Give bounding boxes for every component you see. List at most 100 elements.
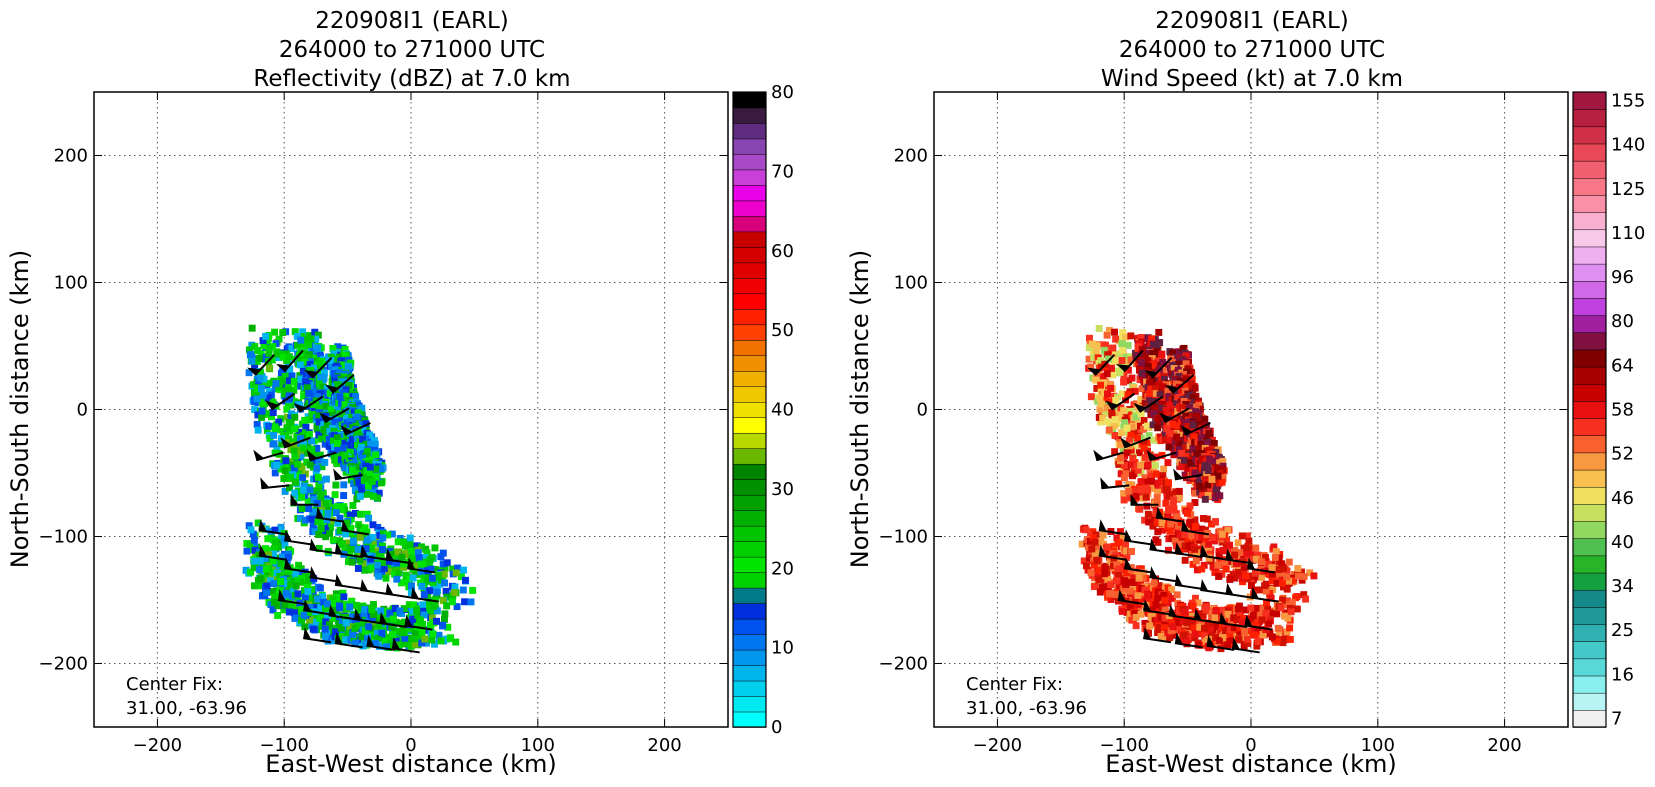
field-cell [300, 367, 307, 375]
field-cell [334, 381, 342, 389]
field-cell [1153, 353, 1161, 361]
colorbar-tick-label: 30 [771, 479, 794, 500]
field-cell [1082, 526, 1090, 534]
field-cell [1218, 530, 1226, 538]
field-cell [308, 586, 316, 593]
field-cell [1151, 365, 1159, 373]
field-cell [400, 538, 407, 546]
field-cell [1127, 356, 1135, 364]
field-cell [1236, 549, 1244, 557]
colorbar-frame [732, 91, 767, 728]
field-cell [1212, 518, 1219, 526]
field-cell [333, 434, 341, 442]
field-cell [429, 630, 437, 638]
field-cell [358, 404, 366, 412]
field-cell [264, 535, 272, 543]
field-cell [1223, 641, 1231, 649]
field-cell [290, 447, 298, 455]
field-cell [256, 575, 264, 583]
field-cell [423, 577, 431, 585]
field-cell [1226, 575, 1234, 583]
field-cell [1280, 583, 1287, 591]
field-cell [270, 431, 278, 439]
field-cell [354, 608, 362, 616]
field-cell [1128, 547, 1136, 555]
field-cell [1144, 510, 1152, 518]
field-cell [367, 555, 375, 563]
field-cell [351, 624, 359, 632]
field-cell [315, 487, 323, 495]
field-cell [1268, 570, 1276, 578]
field-cell [306, 571, 314, 579]
field-cell [1165, 479, 1172, 487]
field-cell [254, 347, 261, 354]
field-cell [259, 403, 267, 411]
field-cell [1144, 357, 1152, 365]
field-cell [336, 527, 344, 534]
field-cell [254, 519, 262, 527]
field-cell [1239, 621, 1247, 629]
field-cell [1277, 604, 1285, 612]
field-cell [291, 453, 299, 461]
field-cell [1105, 326, 1113, 334]
field-cell [349, 541, 357, 549]
field-cell [1306, 569, 1314, 577]
field-cell [275, 418, 283, 426]
wind-barb-flag [303, 627, 312, 640]
field-cell [428, 574, 436, 582]
field-cell [443, 559, 451, 567]
field-cell [1272, 548, 1280, 556]
field-cell [270, 598, 278, 606]
field-cell [315, 531, 323, 539]
field-cell [385, 568, 393, 576]
field-cell [1264, 566, 1272, 574]
field-cell [361, 560, 369, 568]
field-cell [279, 353, 287, 361]
field-cell [359, 528, 367, 536]
field-cell [372, 451, 380, 459]
field-cell [308, 445, 316, 453]
field-cell [1140, 440, 1148, 448]
field-cell [1176, 494, 1184, 502]
field-cell [254, 411, 262, 419]
reflectivity-panel: 220908I1 (EARL) 264000 to 271000 UTC Ref… [6, 8, 794, 778]
field-cell [1129, 472, 1136, 480]
field-cell [1170, 496, 1177, 504]
field-cell [298, 333, 306, 341]
field-cell [1120, 370, 1128, 378]
field-cell [454, 564, 462, 572]
field-cell [307, 609, 315, 617]
field-cell [1236, 624, 1244, 632]
field-cell [320, 426, 328, 433]
field-cell [1182, 443, 1190, 451]
field-cell [363, 490, 371, 498]
field-cell [314, 398, 322, 406]
field-cell [388, 530, 396, 538]
field-cell [345, 363, 352, 371]
field-cell [467, 598, 475, 606]
field-cell [1164, 459, 1172, 467]
colorbar-segment [732, 509, 767, 527]
field-cell [383, 643, 391, 651]
field-cell [374, 634, 382, 642]
field-cell [1155, 582, 1163, 590]
colorbar-tick-label: 0 [771, 717, 782, 738]
field-cell [1164, 584, 1172, 592]
field-cell [1252, 555, 1260, 563]
field-cell [1093, 347, 1100, 355]
field-cell [316, 584, 324, 592]
field-cell [341, 452, 349, 460]
field-cell [259, 391, 267, 399]
field-cell [1164, 387, 1172, 395]
field-cell [1148, 335, 1156, 343]
field-cell [1135, 574, 1143, 582]
field-cell [1261, 553, 1269, 561]
field-cell [275, 526, 282, 534]
field-cell [265, 344, 273, 352]
field-cell [304, 588, 312, 596]
field-cell [1159, 358, 1167, 366]
field-cell [374, 494, 382, 502]
field-cell [1152, 461, 1160, 469]
colorbar-segment [732, 339, 767, 357]
wind-barb-flag [328, 604, 337, 617]
